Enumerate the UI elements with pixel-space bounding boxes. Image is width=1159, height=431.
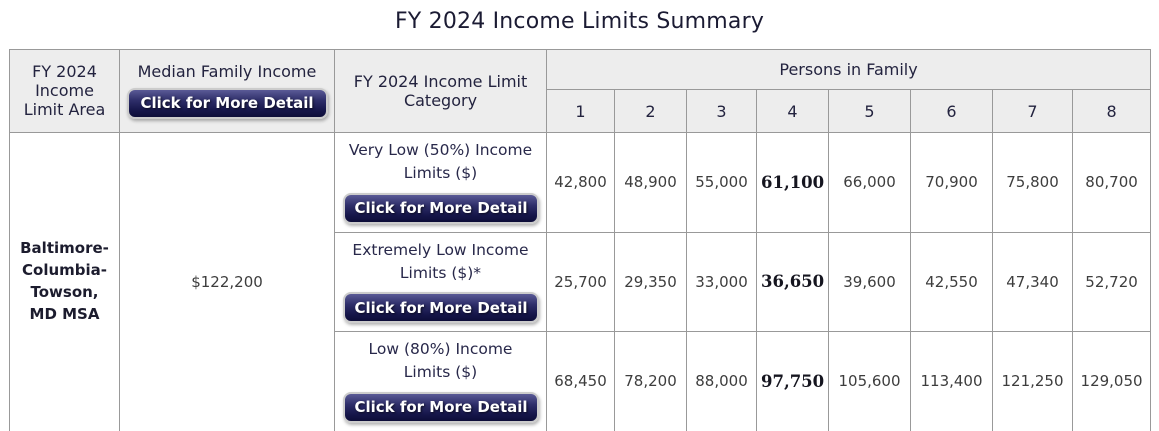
income-value-cell: 70,900 <box>910 132 993 233</box>
income-value-cell-4-person: 97,750 <box>756 331 829 431</box>
income-value-cell: 121,250 <box>992 331 1073 431</box>
table-row-extremely-low: Extremely Low Income Limits ($)* Click f… <box>10 231 1152 332</box>
category-cell-extremely-low: Extremely Low Income Limits ($)* Click f… <box>334 231 547 332</box>
income-value-cell: 113,400 <box>910 331 993 431</box>
area-name-cell: Baltimore-Columbia-Towson, MD MSA <box>9 132 120 431</box>
extremely-low-click-for-more-detail-button[interactable]: Click for More Detail <box>343 292 539 323</box>
very-low-click-for-more-detail-button[interactable]: Click for More Detail <box>343 192 539 224</box>
income-value-cell: 48,900 <box>614 132 687 233</box>
person-col-header-8: 8 <box>1071 89 1152 133</box>
person-col-header-3: 3 <box>686 89 757 133</box>
header-area-label: FY 2024 Income Limit Area <box>23 62 106 119</box>
person-col-header-5: 5 <box>828 89 911 133</box>
income-value-cell: 129,050 <box>1071 331 1152 431</box>
income-value-cell: 42,550 <box>910 231 993 332</box>
person-col-header-1: 1 <box>546 89 615 133</box>
income-value-cell: 78,200 <box>614 331 687 431</box>
income-value-cell: 88,000 <box>686 331 757 431</box>
category-label: Low (80%) Income Limits ($) <box>368 340 513 382</box>
person-col-header-4: 4 <box>756 89 829 133</box>
median-click-for-more-detail-button[interactable]: Click for More Detail <box>126 87 328 119</box>
table-row-low: Low (80%) Income Limits ($) Click for Mo… <box>10 331 1152 431</box>
header-category-label: FY 2024 Income Limit Category <box>353 71 528 110</box>
income-value-cell: 25,700 <box>546 231 615 332</box>
median-income-value: $122,200 <box>119 132 335 431</box>
header-row-top: FY 2024 Income Limit Area Median Family … <box>9 49 1152 133</box>
income-value-cell: 42,800 <box>546 132 615 233</box>
income-limits-table: FY 2024 Income Limit Area Median Family … <box>9 49 1152 431</box>
income-value-cell-4-person: 36,650 <box>756 231 829 332</box>
income-value-cell: 80,700 <box>1071 132 1152 233</box>
header-income-limit-category: FY 2024 Income Limit Category <box>334 49 547 133</box>
person-col-header-2: 2 <box>614 89 687 133</box>
header-median-family-income: Median Family Income Click for More Deta… <box>119 49 335 133</box>
income-value-cell: 39,600 <box>828 231 911 332</box>
income-value-cell: 55,000 <box>686 132 757 233</box>
category-label: Very Low (50%) Income Limits ($) <box>348 141 533 183</box>
income-value-cell: 68,450 <box>546 331 615 431</box>
income-value-cell: 33,000 <box>686 231 757 332</box>
header-median-label: Median Family Income <box>137 61 317 81</box>
income-value-cell: 52,720 <box>1071 231 1152 332</box>
income-value-cell: 29,350 <box>614 231 687 332</box>
category-label: Extremely Low Income Limits ($)* <box>352 240 529 282</box>
header-area: FY 2024 Income Limit Area <box>9 49 120 133</box>
income-value-cell-4-person: 61,100 <box>756 132 829 233</box>
category-cell-low: Low (80%) Income Limits ($) Click for Mo… <box>334 331 547 431</box>
header-row-person-numbers: 1 2 3 4 5 6 7 8 <box>10 89 1152 133</box>
income-value-cell: 75,800 <box>992 132 1073 233</box>
income-value-cell: 47,340 <box>992 231 1073 332</box>
person-col-header-7: 7 <box>992 89 1073 133</box>
header-persons-in-family: Persons in Family <box>545 49 1152 90</box>
low-click-for-more-detail-button[interactable]: Click for More Detail <box>343 391 539 423</box>
income-value-cell: 66,000 <box>828 132 911 233</box>
table-row-very-low: Baltimore-Columbia-Towson, MD MSA $122,2… <box>9 132 1152 431</box>
income-value-cell: 105,600 <box>828 331 911 431</box>
page-title: FY 2024 Income Limits Summary <box>394 9 765 34</box>
person-col-header-6: 6 <box>910 89 993 133</box>
category-cell-very-low: Very Low (50%) Income Limits ($) Click f… <box>334 132 547 233</box>
